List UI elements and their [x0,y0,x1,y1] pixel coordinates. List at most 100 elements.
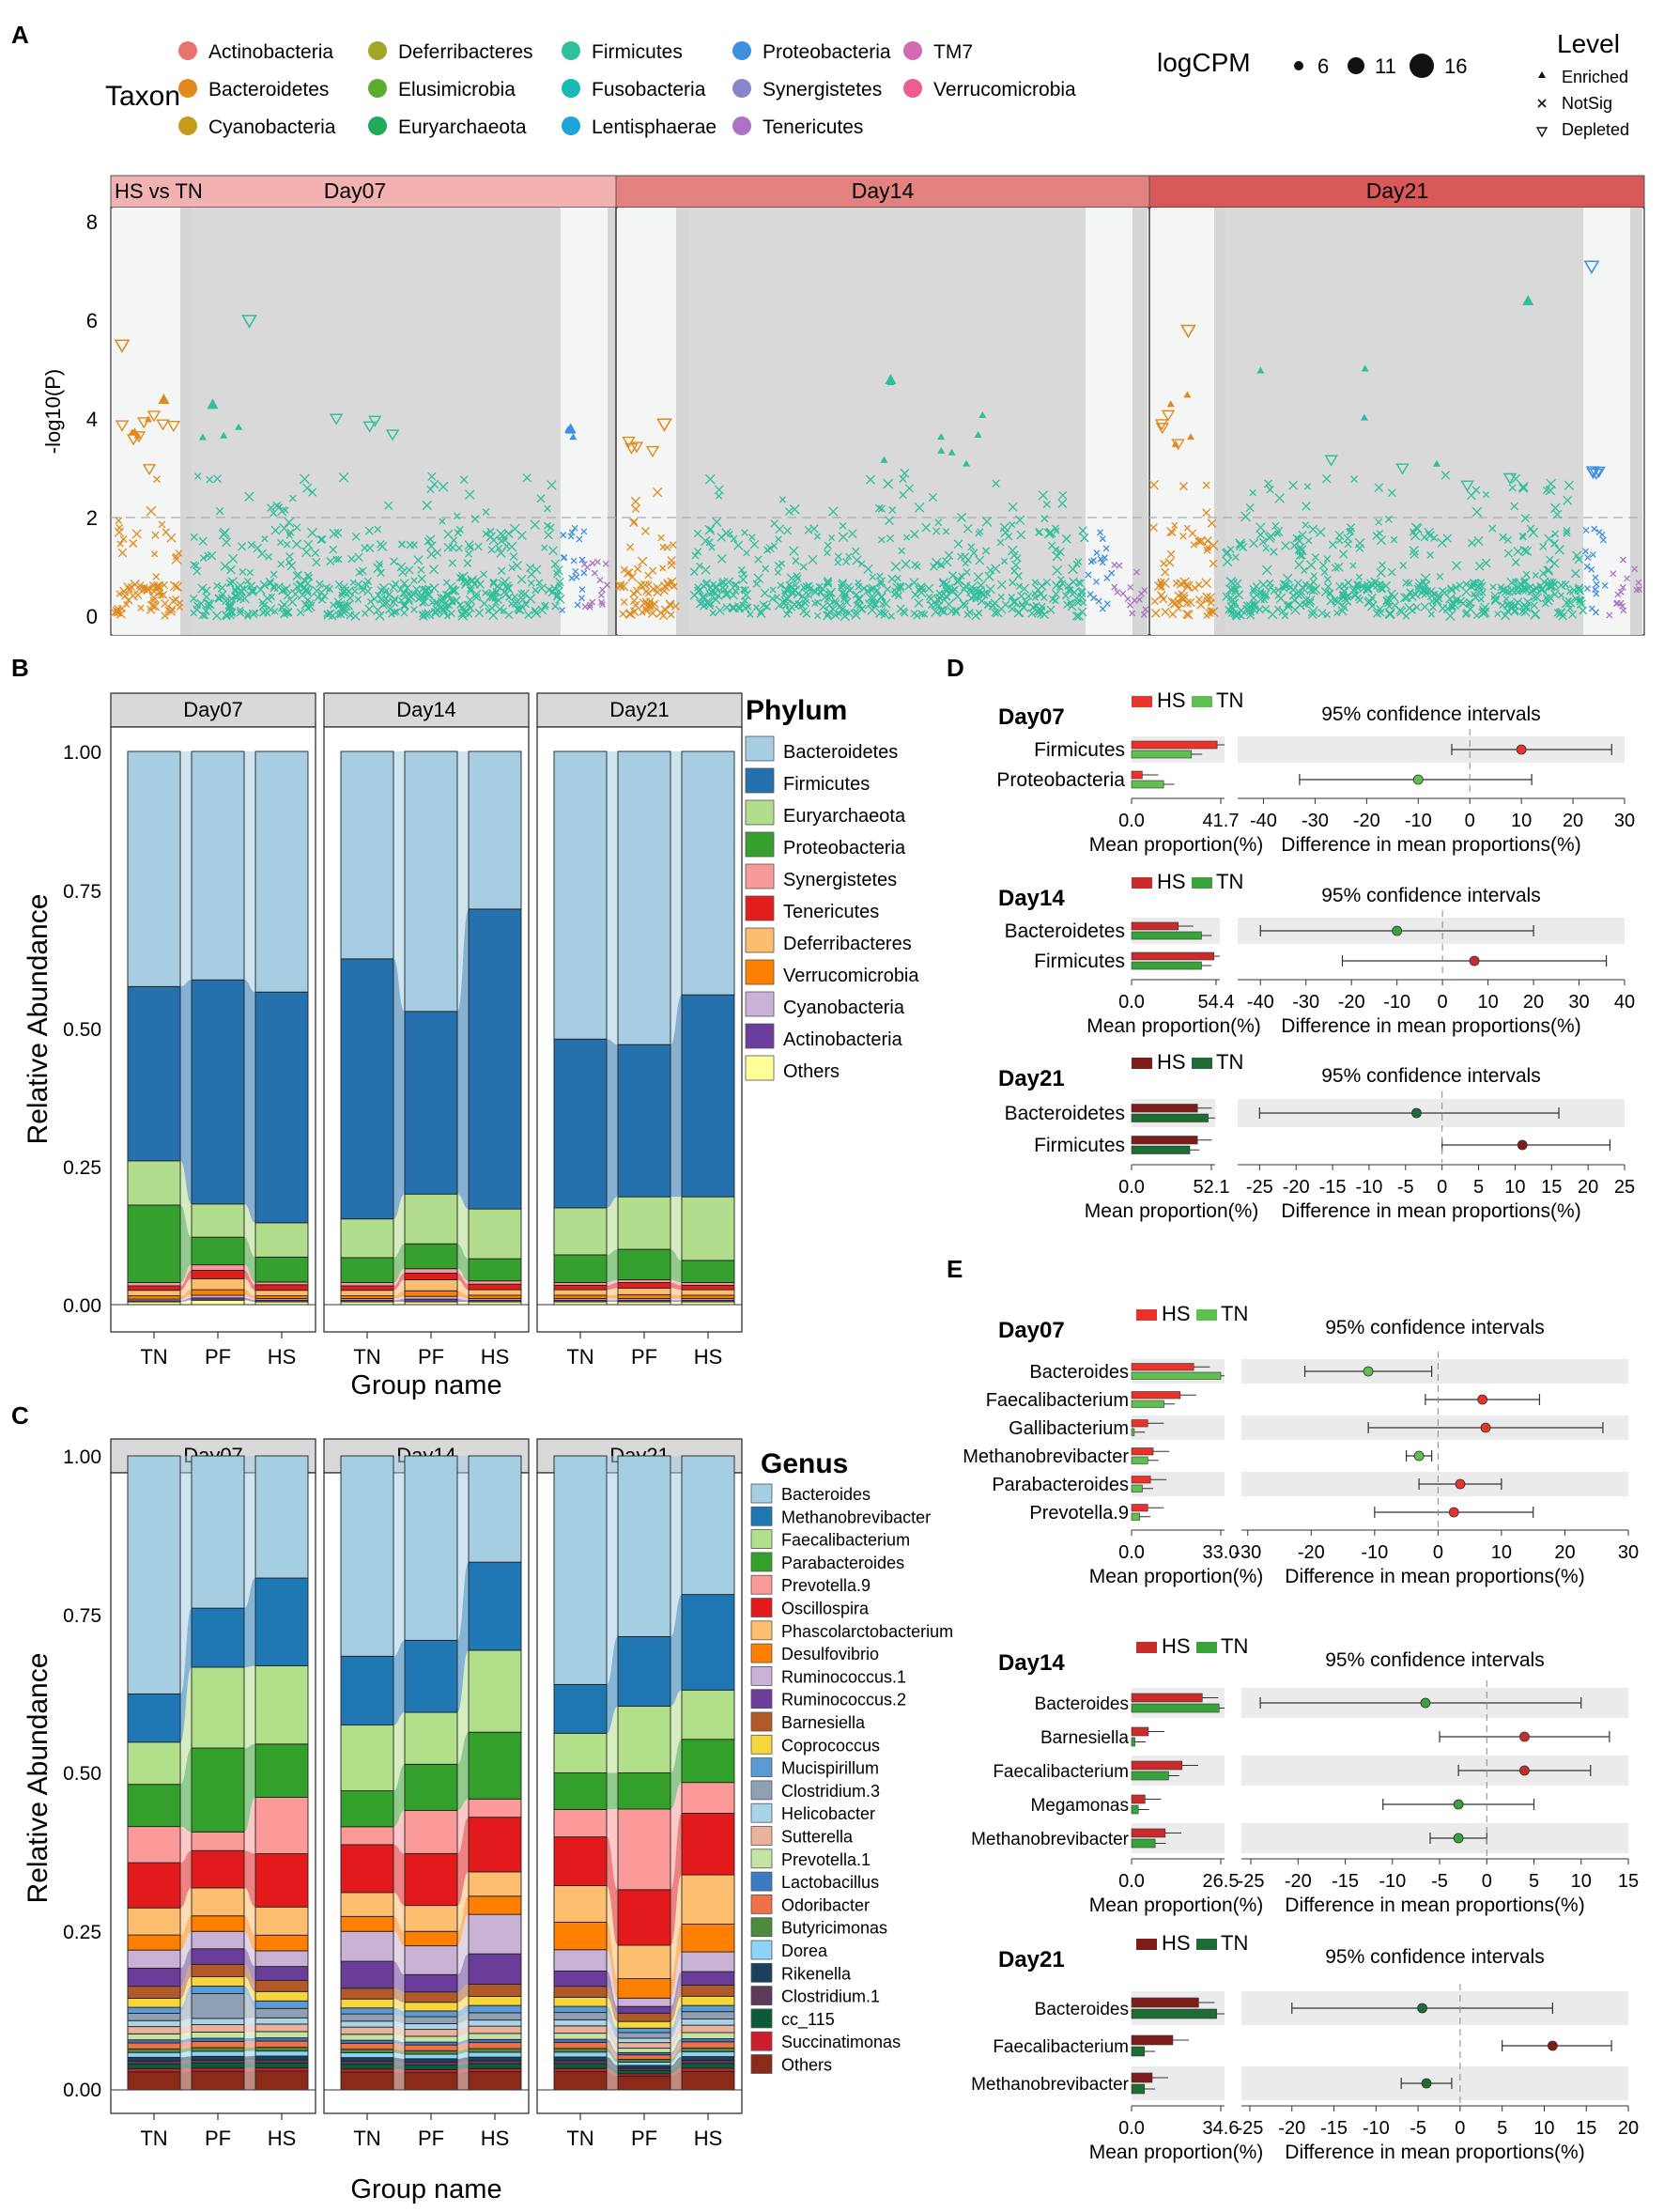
manhattan-point [1447,585,1456,595]
manhattan-point [547,480,557,490]
stacked-bar-segment [404,1272,458,1280]
manhattan-point [1052,580,1061,591]
manhattan-point [962,560,969,567]
manhattan-point [597,592,605,599]
stacked-bar-segment [191,1277,245,1291]
manhattan-point [1614,591,1622,598]
diff-tick-label: -10 [1363,2118,1390,2139]
manhattan-point [1179,594,1189,604]
stacked-bar-segment [553,1986,608,1998]
manhattan-point [487,546,496,554]
manhattan-point [294,570,303,580]
manhattan-point [901,559,911,570]
legend-label: Mucispirillum [781,1759,879,1778]
manhattan-point [1071,594,1082,604]
facet-strip-day14 [615,175,1150,209]
manhattan-point [778,560,786,567]
flow-band [607,2048,618,2063]
manhattan-point [1462,609,1471,617]
manhattan-point [691,551,700,560]
taxon-legend-swatch [178,41,197,60]
manhattan-point [426,485,435,494]
stacked-bar-segment [468,1817,522,1873]
stacked-bar-segment [404,2035,458,2043]
diff-tick-label: 10 [1477,992,1498,1013]
stacked-bar-segment [340,1257,394,1283]
row-band [1132,1756,1225,1786]
diff-tick-label: 10 [1491,1542,1512,1563]
flow-band [607,1039,618,1208]
legend-label: Desulfovibrio [781,1645,879,1663]
manhattan-point [259,580,270,590]
stacked-bar-segment [404,2053,458,2060]
taxon-legend-label: TM7 [933,41,973,63]
stacked-bar-segment [254,1966,309,1981]
stacked-bar-segment [254,1284,309,1292]
manhattan-point [1230,586,1240,596]
manhattan-point [708,589,716,596]
stacked-bar-segment [254,1979,309,1992]
manhattan-point [475,580,485,589]
manhattan-point [904,484,915,493]
manhattan-point [670,601,680,611]
stacked-bar-segment [254,2062,309,2069]
manhattan-point [351,533,361,541]
flow-band [670,2060,682,2071]
manhattan-point [536,494,546,503]
manhattan-point [1007,545,1018,556]
flow-band [180,1993,192,2021]
legend-label: Bacteroides [781,1485,871,1504]
manhattan-point [227,595,237,603]
diff-tick-label: 10 [1571,1871,1592,1892]
legend-label: Odoribacter [781,1895,870,1914]
manhattan-point [708,544,716,551]
manhattan-point [1259,590,1267,597]
manhattan-point [639,598,650,609]
legend-label: Bacteroidetes [783,742,898,763]
manhattan-depleted-point [329,413,344,425]
manhattan-point [1256,530,1265,539]
manhattan-point [1046,605,1055,614]
stacked-bar-segment [254,991,309,1224]
manhattan-point [593,558,601,565]
row-band [1132,736,1225,763]
flow-band [393,1456,405,1657]
flow-band [607,2071,618,2090]
manhattan-point [838,532,849,543]
manhattan-point [437,596,446,606]
manhattan-point [157,592,164,599]
manhattan-depleted-point [1161,410,1176,422]
manhattan-point [467,544,474,551]
stacked-bar-segment [127,2013,181,2021]
stacked-bar-segment [681,2067,735,2072]
flow-band [180,2063,192,2069]
manhattan-point [354,552,363,562]
stacked-bar-segment [127,2048,181,2053]
manhattan-point [1090,557,1098,565]
manhattan-point [393,608,400,615]
stacked-bar-segment [617,2061,671,2066]
manhattan-point [730,534,738,543]
stacked-bar-segment [191,1270,245,1279]
manhattan-point [193,566,202,576]
manhattan-point [553,565,563,576]
flow-band [607,1971,618,2014]
manhattan-point [556,581,563,590]
manhattan-point [716,554,727,564]
manhattan-point [1270,548,1278,556]
legend-swatch [745,1055,775,1081]
manhattan-point [770,542,778,549]
taxon-legend-label: Verrucomicrobia [933,79,1076,101]
manhattan-point [1085,571,1092,579]
flow-band [180,1948,192,1987]
manhattan-point [328,611,337,621]
stacked-bar-segment [404,1763,458,1811]
stacked-bar-segment [617,2054,671,2060]
manhattan-point [400,609,408,617]
manhattan-point [412,585,421,594]
phylum-axes: Relative Abundance Group name 0.00 0.25 … [23,742,502,1400]
manhattan-point [455,544,463,552]
manhattan-point [910,530,919,539]
manhattan-ytick-4: 4 [86,408,98,431]
manhattan-point [311,549,320,558]
